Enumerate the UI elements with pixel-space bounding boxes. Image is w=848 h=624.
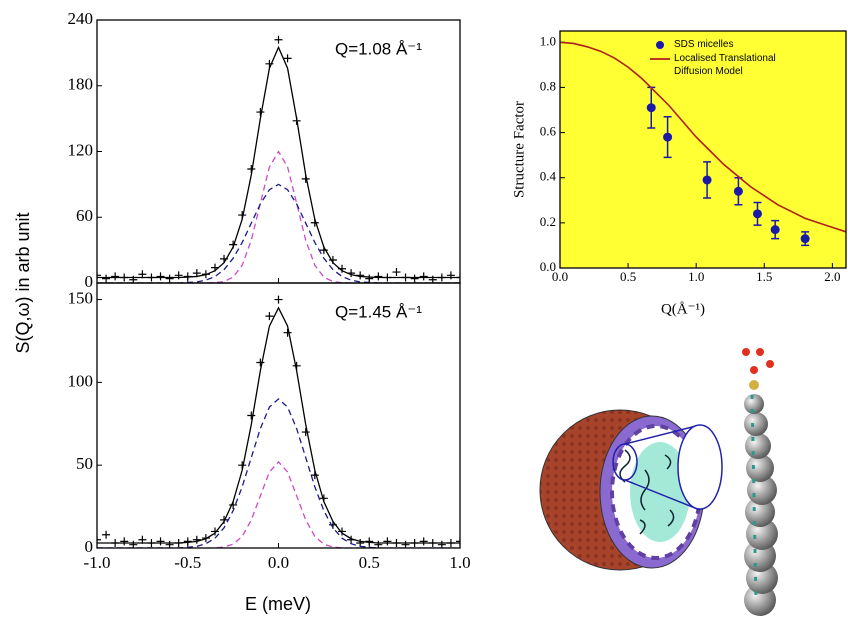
y-tick-label: 0: [85, 272, 94, 291]
data-point: [752, 209, 762, 219]
legend-label: SDS micelles: [674, 39, 734, 50]
y-tick-label: 240: [68, 9, 94, 28]
legend-entry: SDS micelles: [674, 39, 734, 50]
y-axis-label: Structure Factor: [511, 101, 527, 198]
data-point: [646, 103, 656, 113]
plot: 0 50 100 150 -1.0 -0.5 0.0 0.5 1.0 Q=1.45 Å⁻¹ E (m…: [68, 282, 471, 614]
y-tick-label: 100: [68, 371, 94, 390]
x-tick-label: 1.0: [449, 553, 470, 572]
plot: 0.0 0.2 0.4 0.6 0.8 1.0 0.0 0.5 1.0 1.5 2.0 Structu…: [511, 30, 847, 317]
y-tick-label: 1.0: [540, 33, 556, 48]
data-marker: [283, 54, 292, 63]
y-tick-label: 0.8: [540, 78, 556, 93]
plot-frame: [96, 282, 461, 549]
data-line: [97, 398, 460, 548]
data-marker: [365, 537, 374, 546]
x-tick-label: 0.0: [268, 553, 289, 572]
data-marker: [210, 527, 219, 536]
annotation: Q=1.08 Å⁻¹: [335, 39, 422, 58]
data-marker: [97, 535, 101, 544]
data-marker: [392, 268, 401, 277]
series-group: [560, 41, 846, 247]
data-marker: [374, 272, 383, 281]
data-line: [97, 306, 460, 544]
data-marker: [338, 527, 347, 536]
data-marker: [365, 274, 374, 283]
data-point: [702, 175, 712, 185]
y-tick-label: 120: [68, 140, 94, 159]
data-point: [770, 225, 780, 235]
data-marker: [283, 328, 292, 337]
x-axis-label: E (meV): [245, 594, 311, 614]
data-marker: [102, 274, 111, 283]
data-marker: [156, 537, 165, 546]
plot: 0 60 120 180 240 Q=1.08 Å⁻¹ S(Q,ω) in arb unit: [13, 9, 461, 354]
y-tick-label: 50: [76, 454, 93, 473]
data-line: [97, 45, 460, 279]
data-marker: [265, 59, 274, 68]
y-tick-label: 0.2: [540, 214, 556, 229]
legend-entry: Localised Translational Diffusion Model: [674, 53, 776, 77]
data-marker: [97, 271, 101, 280]
data-line: [560, 41, 846, 233]
micelle-illustration: [539, 348, 778, 616]
data-marker: [256, 358, 265, 367]
legend-marker: [656, 41, 664, 49]
x-tick-label: 0.5: [359, 553, 380, 572]
annotation: Q=1.45 Å⁻¹: [335, 302, 422, 321]
data-point: [800, 234, 810, 244]
data-point: [733, 186, 743, 196]
data-marker: [410, 274, 419, 283]
data-line: [97, 460, 460, 548]
y-tick-label: 0.6: [540, 124, 557, 139]
legend-label: Localised Translational Diffusion Model: [674, 53, 776, 77]
y-tick-label: 150: [68, 288, 94, 307]
data-marker: [220, 515, 229, 524]
x-axis-label: Q(Å⁻¹): [661, 301, 705, 317]
data-marker: [383, 537, 392, 546]
data-line: [97, 150, 460, 283]
x-tick-label: -1.0: [84, 553, 111, 572]
data-marker: [274, 295, 283, 304]
data-marker: [192, 535, 201, 544]
data-marker: [247, 411, 256, 420]
data-marker: [419, 537, 428, 546]
data-marker: [165, 274, 174, 283]
data-marker: [183, 537, 192, 546]
y-tick-label: 0: [85, 537, 94, 556]
x-tick-label: 0.5: [620, 269, 636, 284]
data-marker: [256, 108, 265, 117]
data-marker: [456, 537, 460, 546]
plot-frame: [559, 30, 847, 269]
x-tick-label: 1.0: [688, 269, 704, 284]
y-axis-label: S(Q,ω) in arb unit: [13, 212, 33, 353]
y-tick-label: 180: [68, 75, 94, 94]
x-tick-label: 2.0: [824, 269, 840, 284]
y-tick-label: 0.4: [540, 169, 557, 184]
data-marker: [156, 272, 165, 281]
plot-background: [560, 31, 846, 268]
x-tick-label: -0.5: [174, 553, 201, 572]
series-group: [97, 295, 460, 548]
data-point: [663, 132, 673, 142]
data-line: [97, 183, 460, 283]
data-marker: [419, 272, 428, 281]
y-tick-label: 0.0: [540, 259, 556, 274]
y-tick-label: 60: [76, 206, 93, 225]
data-marker: [301, 428, 310, 437]
data-marker: [111, 272, 120, 281]
x-tick-label: 1.5: [756, 269, 772, 284]
x-tick-label: 0.0: [552, 269, 568, 284]
data-marker: [120, 537, 129, 546]
series-group: [97, 35, 460, 283]
data-marker: [265, 312, 274, 321]
data-marker: [102, 530, 111, 539]
data-marker: [274, 35, 283, 44]
